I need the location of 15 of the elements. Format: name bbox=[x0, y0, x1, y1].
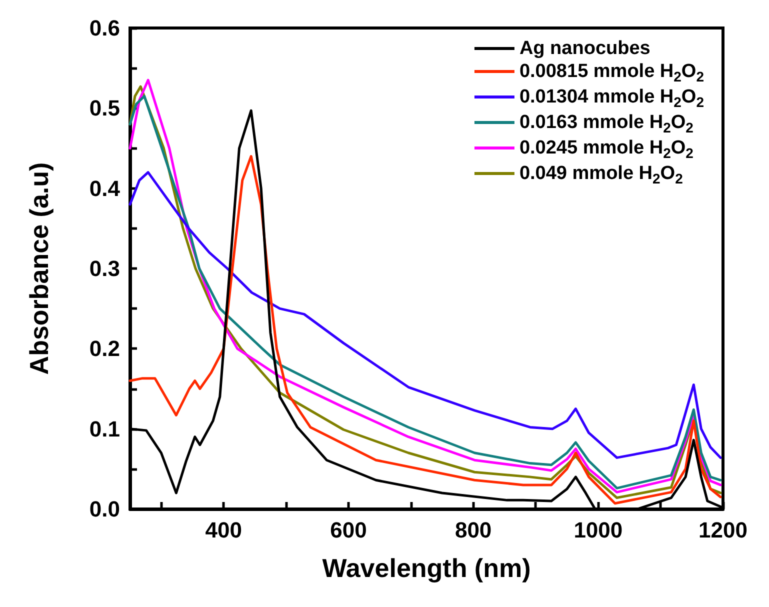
y-tick-label: 0.3 bbox=[89, 256, 120, 281]
x-tick-label: 400 bbox=[205, 518, 242, 542]
y-tick-label: 0.1 bbox=[89, 416, 120, 442]
y-axis-title: Absorbance (a.u) bbox=[24, 162, 54, 375]
x-tick-label: 800 bbox=[454, 518, 492, 542]
y-tick-label: 0.6 bbox=[89, 16, 120, 40]
x-axis-title: Wavelength (nm) bbox=[322, 553, 531, 583]
x-tick-label: 1200 bbox=[698, 518, 748, 542]
x-tick-label: 600 bbox=[330, 518, 367, 542]
y-tick-label: 0.2 bbox=[89, 336, 120, 362]
y-tick-label: 0.5 bbox=[89, 96, 120, 121]
x-tick-label: 1000 bbox=[574, 518, 623, 542]
legend-label: Ag nanocubes bbox=[519, 38, 650, 59]
y-tick-label: 0.0 bbox=[89, 496, 120, 522]
y-tick-label: 0.4 bbox=[89, 176, 121, 201]
